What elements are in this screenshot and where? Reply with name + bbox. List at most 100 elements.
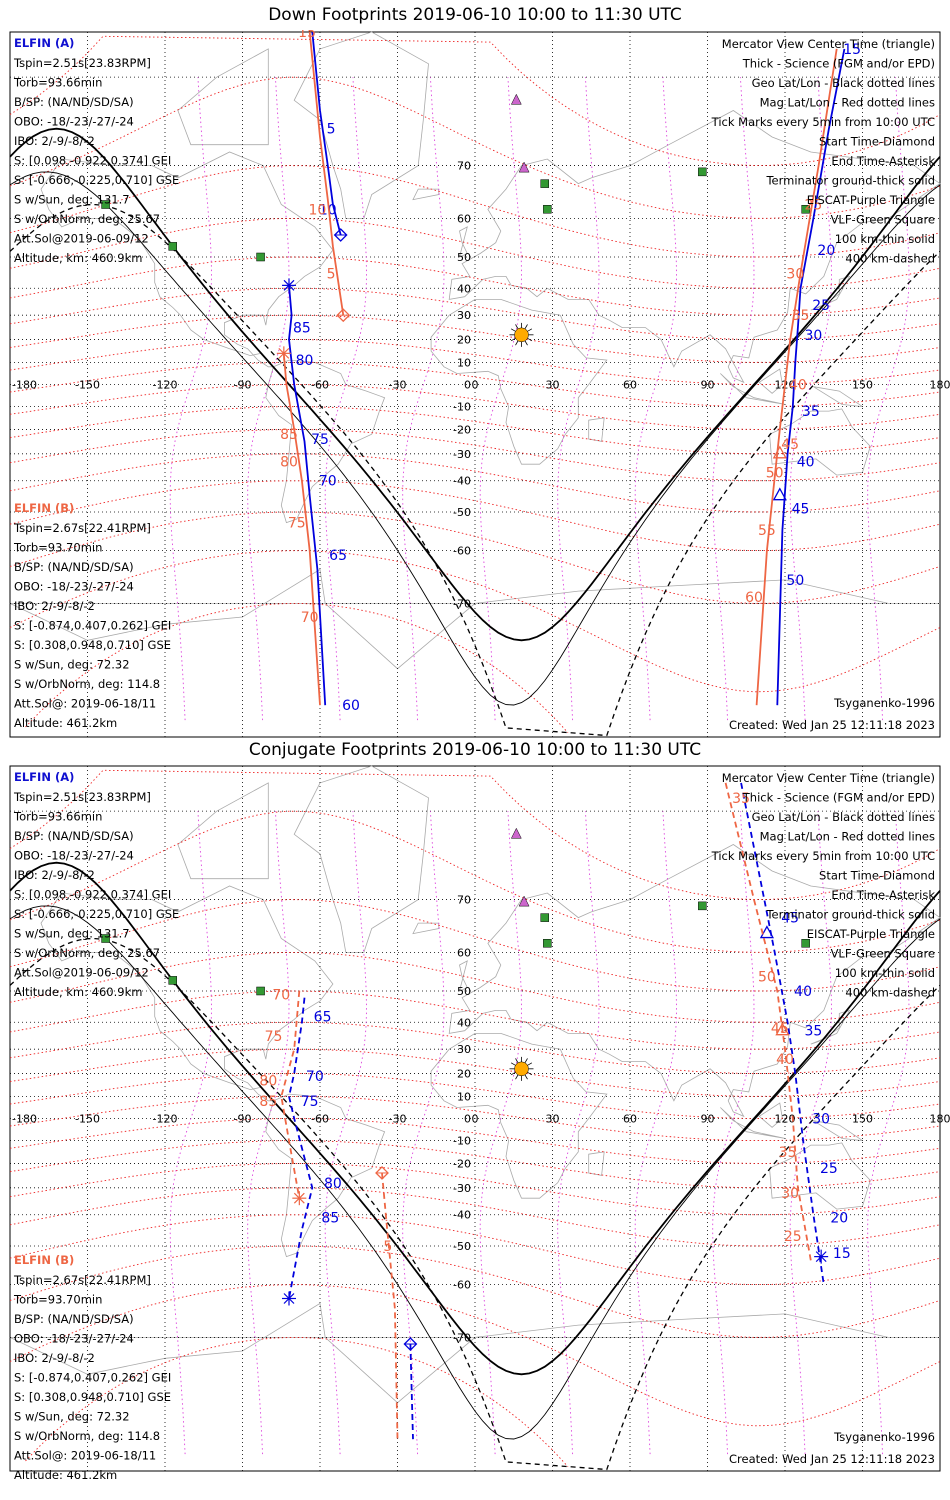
legend-entry: Mag Lat/Lon - Red dotted lines [760,96,935,110]
elfin-b-param: B/SP: (NA/ND/SD/SA) [14,1312,134,1326]
mag-parallel [9,287,941,340]
vlf-square [540,179,549,188]
terminator-100km [9,171,941,706]
elfin-a-param: B/SP: (NA/ND/SD/SA) [14,95,134,109]
center-time-triangle [775,1022,790,1036]
elfin-b-param: Torb=93.70min [13,1293,102,1307]
legend-entry: 100 km-thin solid [835,232,935,246]
model-name: Tsyganenko-1996 [833,1430,935,1444]
vlf-square [543,939,552,948]
track-time-label: 80 [296,353,314,369]
track-time-label: 20 [830,1211,848,1227]
lat-tick-label: 60 [457,946,471,959]
sun-ray [515,1058,519,1063]
elfin-a-param: OBO: -18/-23/-27/-24 [14,115,134,129]
lon-tick-label: -150 [75,1113,100,1126]
lat-tick-label: -20 [453,423,471,436]
legend-entry: End Time-Asterisk [831,154,935,168]
mag-parallel [9,1048,941,1097]
lat-tick-label: -60 [453,1279,471,1292]
lon-tick-label: 180 [930,1113,950,1126]
lat-tick-label: -70 [453,597,471,610]
footprint-track [288,285,327,706]
start-diamond [336,308,351,323]
legend-entry: Thick - Science (FGM and/or EPD) [742,57,935,71]
lat-tick-label: -50 [453,506,471,519]
legend-entry: Terminator ground-thick solid [765,908,935,922]
elfin-a-param: S: [0.098,-0.922,0.374] GEI [14,154,171,168]
lon-tick-label: 60 [623,379,637,392]
track-time-label: 85 [259,1094,277,1110]
conjugate-footprints-title: Conjugate Footprints 2019-06-10 10:00 to… [248,740,702,760]
created-timestamp: Created: Wed Jan 25 12:11:18 2023 [729,718,935,732]
track-time-label: 10 [309,202,327,218]
lat-tick-label: -60 [453,545,471,558]
sun-ray [510,337,516,342]
track-time-label: 40 [776,1052,794,1068]
end-asterisk [293,1192,305,1204]
footprint-track [308,31,345,316]
legend-entry: VLF-Green Square [831,213,935,227]
elfin-a-param: Torb=93.66min [13,76,102,90]
lat-tick-label: 70 [457,894,471,907]
track-time-label: 75 [311,432,329,448]
footprint-track [740,782,825,1285]
lat-tick-label: -30 [453,1182,471,1195]
elfin-a-param: S: [-0.666,-0.225,0.710] GSE [14,907,179,921]
coastlines [9,31,941,670]
elfin-b-param: OBO: -18/-23/-27/-24 [14,1332,134,1346]
lon-tick-label: 90 [701,1113,715,1126]
track-time-label: 80 [259,1074,277,1090]
mag-parallel [9,339,941,385]
coastline [40,885,334,1102]
sun-ray [527,337,533,342]
lat-tick-label: 10 [457,356,471,369]
lat-tick-label: 70 [457,160,471,173]
elfin-a-param: S: [-0.666,-0.225,0.710] GSE [14,173,179,187]
elfin-b-param: S w/OrbNorm, deg: 114.8 [14,677,160,691]
track-time-label: 80 [280,455,298,471]
elfin-b-param: S: [0.308,0.948,0.710] GSE [14,1390,171,1404]
coastline [458,226,468,258]
lon-tick-label: 90 [701,379,715,392]
legend-entry: 400 km-dashed [845,252,935,266]
footprint-track [288,997,314,1299]
track-time-label: 35 [805,1024,823,1040]
legend-entry: Terminator ground-thick solid [765,174,935,188]
elfin-b-title: ELFIN (B) [14,1253,74,1267]
center-time-triangle [772,487,787,501]
legend-entry: Geo Lat/Lon - Black dotted lines [752,76,935,90]
lat-tick-label: -70 [453,1331,471,1344]
lon-tick-label: -180 [12,1113,37,1126]
legend-entry: EISCAT-Purple Triangle [807,193,935,207]
lat-tick-label: 0 [464,379,471,392]
elfin-b-param: S: [0.308,0.948,0.710] GSE [14,638,171,652]
vlf-square [801,939,810,948]
track-time-label: 50 [766,465,784,481]
track-time-label: 85 [280,427,298,443]
lon-tick-label: 0 [472,379,479,392]
sun-ray [524,1058,528,1063]
track-time-label: 85 [321,1211,339,1227]
elfin-b-title: ELFIN (B) [14,501,74,515]
track-time-label: 5 [327,122,336,138]
lon-tick-label: -120 [153,1113,178,1126]
lon-tick-label: -60 [311,379,329,392]
mag-parallel [9,1214,941,1286]
elfin-b-param: Altitude: 461.2km [14,1468,117,1482]
footprint-track [409,1343,414,1440]
track-time-label: 65 [314,1009,332,1025]
coastline [40,151,334,368]
track-time-label: 35 [779,1145,797,1161]
coastline [448,844,941,1118]
elfin-a-param: Att.Sol@2019-06-09/12 [14,966,149,980]
eiscat-triangle [518,895,530,907]
elfin-b-param: S: [-0.874,0.407,0.262] GEI [14,619,171,633]
lon-tick-label: 150 [852,1113,873,1126]
lat-tick-label: 40 [457,282,471,295]
legend-entry: Mercator View Center Time (triangle) [722,771,935,785]
track-time-label: 25 [805,198,823,214]
elfin-b-param: Att.Sol@: 2019-06-18/11 [14,697,156,711]
lon-tick-label: 0 [472,1113,479,1126]
elfin-a-title: ELFIN (A) [14,770,74,784]
